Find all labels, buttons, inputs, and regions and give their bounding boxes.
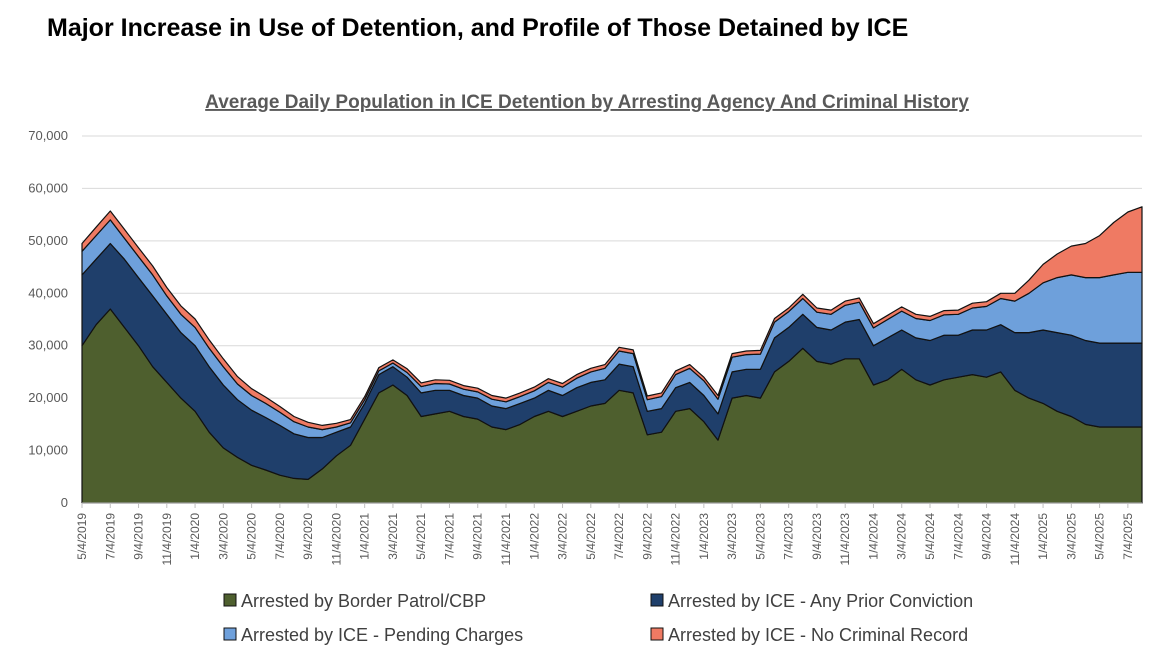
x-tick-label: 1/4/2021 xyxy=(358,513,372,560)
y-tick-label: 30,000 xyxy=(28,338,68,353)
x-tick-label: 5/4/2024 xyxy=(923,513,937,560)
y-axis: 0 10,000 20,000 30,000 40,000 50,000 60,000 70,… xyxy=(28,128,68,510)
x-tick-label: 9/4/2023 xyxy=(810,513,824,560)
area-series xyxy=(81,206,1143,504)
legend-pending-charges-swatch xyxy=(223,627,237,641)
x-axis: 5/4/2019 7/4/2019 9/4/2019 11/4/2019 1/4/202… xyxy=(75,502,1142,566)
area-no-record xyxy=(81,206,1143,431)
y-tick-label: 40,000 xyxy=(28,285,68,300)
y-tick-label: 20,000 xyxy=(28,390,68,405)
x-tick-label: 1/4/2020 xyxy=(188,513,202,560)
x-tick-label: 5/4/2023 xyxy=(753,513,767,560)
x-tick-label: 11/4/2022 xyxy=(669,513,683,566)
x-tick-label: 7/4/2021 xyxy=(443,513,457,560)
x-tick-label: 7/4/2019 xyxy=(103,513,117,560)
legend-prior-conviction-label: Arrested by ICE - Any Prior Conviction xyxy=(668,591,973,611)
x-tick-label: 5/4/2020 xyxy=(245,513,259,560)
x-tick-label: 1/4/2022 xyxy=(527,513,541,560)
legend: Arrested by Border Patrol/CBP Arrested by… xyxy=(223,591,973,645)
x-tick-label: 5/4/2021 xyxy=(414,513,428,560)
x-tick-label: 1/4/2023 xyxy=(697,513,711,560)
y-tick-label: 50,000 xyxy=(28,233,68,248)
x-tick-label: 9/4/2021 xyxy=(471,513,485,560)
x-tick-label: 9/4/2020 xyxy=(301,513,315,560)
x-tick-label: 3/4/2024 xyxy=(895,513,909,560)
x-tick-label: 11/4/2020 xyxy=(329,513,343,566)
x-tick-label: 7/4/2020 xyxy=(273,513,287,560)
x-tick-label: 7/4/2023 xyxy=(782,513,796,560)
x-tick-label: 1/4/2025 xyxy=(1036,513,1050,560)
y-tick-label: 60,000 xyxy=(28,180,68,195)
slide-title: Major Increase in Use of Detention, and … xyxy=(47,14,909,42)
x-tick-label: 5/4/2019 xyxy=(75,513,89,560)
legend-border-patrol-label: Arrested by Border Patrol/CBP xyxy=(241,591,486,611)
legend-no-record-label: Arrested by ICE - No Criminal Record xyxy=(668,625,968,645)
x-tick-label: 11/4/2019 xyxy=(160,513,174,566)
x-tick-label: 1/4/2024 xyxy=(867,513,881,560)
x-tick-label: 9/4/2019 xyxy=(132,513,146,560)
x-tick-label: 11/4/2024 xyxy=(1008,513,1022,566)
y-tick-label: 10,000 xyxy=(28,443,68,458)
x-tick-label: 7/4/2025 xyxy=(1121,513,1135,560)
y-tick-label: 70,000 xyxy=(28,128,68,143)
legend-border-patrol-swatch xyxy=(223,593,237,607)
legend-prior-conviction-swatch xyxy=(650,593,664,607)
x-tick-label: 3/4/2025 xyxy=(1064,513,1078,560)
x-tick-label: 7/4/2022 xyxy=(612,513,626,560)
x-tick-label: 3/4/2023 xyxy=(725,513,739,560)
x-tick-label: 11/4/2023 xyxy=(838,513,852,566)
x-tick-label: 7/4/2024 xyxy=(951,513,965,560)
x-tick-label: 9/4/2024 xyxy=(980,513,994,560)
y-tick-label: 0 xyxy=(61,495,68,510)
legend-no-record-swatch xyxy=(650,627,664,641)
x-tick-label: 11/4/2021 xyxy=(499,513,513,566)
x-tick-label: 5/4/2022 xyxy=(584,513,598,560)
legend-pending-charges-label: Arrested by ICE - Pending Charges xyxy=(241,625,523,645)
x-tick-label: 9/4/2022 xyxy=(640,513,654,560)
chart-title: Average Daily Population in ICE Detentio… xyxy=(205,92,969,113)
x-tick-label: 3/4/2022 xyxy=(556,513,570,560)
x-tick-label: 3/4/2020 xyxy=(216,513,230,560)
x-tick-label: 5/4/2025 xyxy=(1093,513,1107,560)
x-tick-label: 3/4/2021 xyxy=(386,513,400,560)
